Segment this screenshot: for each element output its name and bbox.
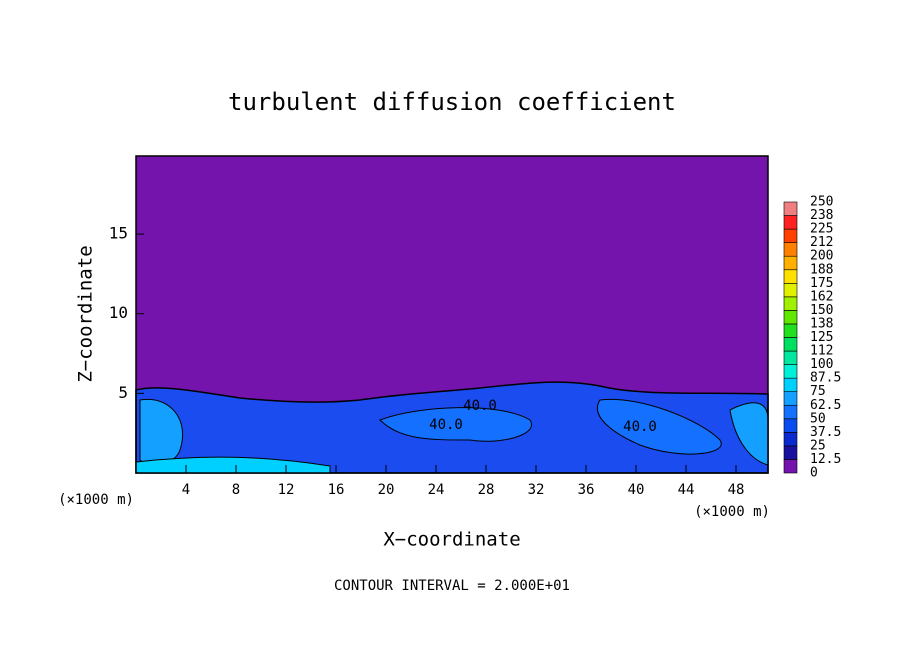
x-tick-label: 20 [378,482,395,498]
y-tick-label: 15 [109,224,128,243]
plot-frame [135,155,769,474]
colorbar-swatch [783,445,798,460]
chart-title: turbulent diffusion coefficient [228,88,676,116]
field [135,381,769,474]
x-tick-label: 48 [728,482,745,498]
colorbar-swatch [783,377,798,392]
x-tick-label: 16 [328,482,345,498]
y-tick-label: 10 [109,303,128,322]
y-tick-label: 5 [118,383,128,402]
colorbar-swatch [783,215,798,230]
colorbar-swatch [783,350,798,365]
colorbar-swatch [783,282,798,298]
colorbar-label: 50 [810,411,826,426]
colorbar-swatch [783,432,798,447]
colorbar-swatch [783,418,798,433]
colorbar-label: 100 [810,357,833,372]
contour-label: 40.0 [429,417,463,433]
colorbar-swatch [783,255,798,271]
field-patch [379,407,533,442]
colorbar-label: 112 [810,344,833,359]
colorbar-label: 62.5 [810,398,841,413]
colorbar-label: 188 [810,262,833,277]
colorbar-swatch [783,201,798,216]
x-unit: (×1000 m) [694,504,770,520]
y-unit: (×1000 m) [58,492,134,508]
footer-note: CONTOUR INTERVAL = 2.000E+01 [334,578,570,594]
colorbar-label: 75 [810,384,826,399]
colorbar-swatch [783,391,798,406]
colorbar-label: 238 [810,208,833,223]
colorbar-label: 125 [810,330,833,345]
x-tick-label: 8 [232,482,240,498]
colorbar-label: 225 [810,222,833,237]
x-tick-label: 28 [478,482,495,498]
x-tick-label: 4 [182,482,190,498]
colorbar-label: 150 [810,303,833,318]
colorbar-swatch [783,337,798,352]
colorbar-label: 87.5 [810,371,841,386]
colorbar-swatch [783,310,798,325]
field-patch [135,456,331,474]
contour-label: 40.0 [623,419,657,435]
colorbar-label: 162 [810,289,833,304]
x-tick-label: 24 [428,482,445,498]
colorbar-swatch [783,323,798,338]
x-tick-label: 40 [628,482,645,498]
colorbar-label: 250 [810,195,833,210]
colorbar-label: 212 [810,235,833,250]
colorbar-swatch [783,242,798,257]
x-tick-label: 32 [528,482,545,498]
field-patch [597,398,722,455]
y-axis-label: Z−coordinate [75,245,97,382]
contour-label: 40.0 [463,398,497,414]
colorbar-swatch [783,269,798,284]
colorbar-label: 25 [810,438,826,453]
colorbar-swatch [783,404,798,420]
x-tick-label: 36 [578,482,595,498]
colorbar-label: 0 [810,466,818,481]
colorbar-label: 175 [810,276,833,291]
colorbar-swatch [783,296,798,311]
colorbar-label: 37.5 [810,425,841,440]
colorbar-swatch [783,459,798,474]
x-tick-label: 12 [278,482,295,498]
colorbar-swatch [783,364,798,379]
x-tick-label: 44 [678,482,695,498]
colorbar-label: 138 [810,316,833,331]
colorbar-swatch [783,228,798,243]
colorbar-label: 12.5 [810,452,841,467]
x-axis-label: X−coordinate [383,529,520,551]
colorbar-label: 200 [810,249,833,264]
